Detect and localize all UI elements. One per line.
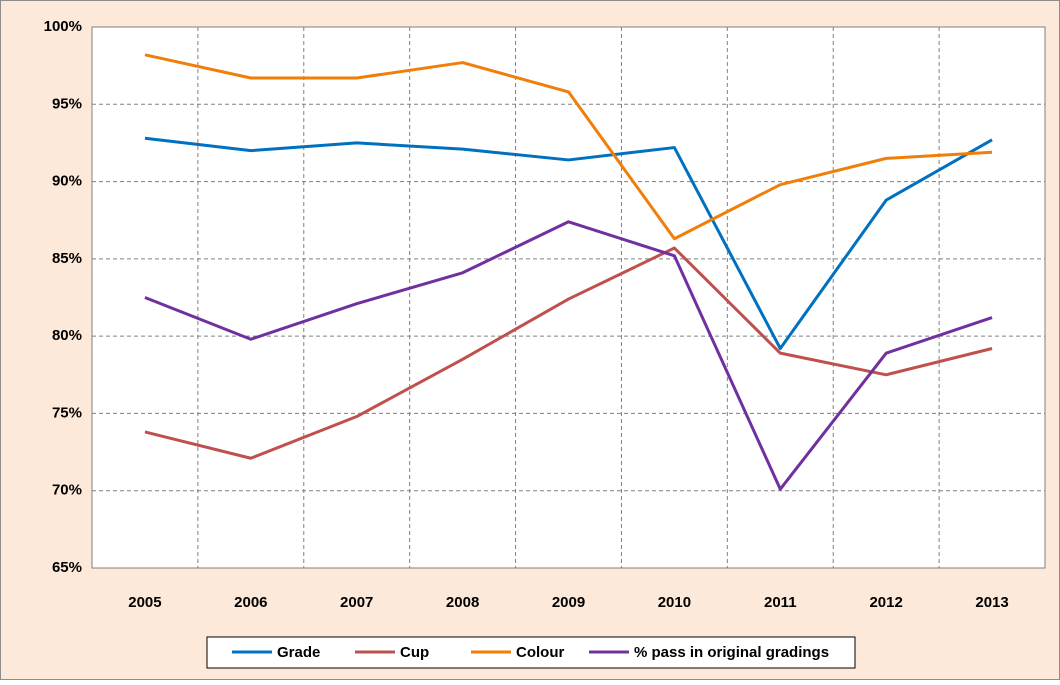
y-tick-label: 95%	[52, 95, 82, 112]
x-tick-label: 2005	[128, 594, 161, 611]
x-tick-label: 2009	[552, 594, 585, 611]
x-tick-label: 2012	[869, 594, 902, 611]
x-tick-label: 2007	[340, 594, 373, 611]
legend-label: Colour	[516, 644, 564, 661]
y-tick-label: 80%	[52, 327, 82, 344]
y-tick-label: 85%	[52, 250, 82, 267]
y-tick-label: 65%	[52, 559, 82, 576]
series-line	[144, 246, 993, 460]
y-tick-label: 90%	[52, 173, 82, 190]
x-tick-label: 2010	[658, 594, 691, 611]
series-line	[144, 136, 993, 351]
legend-label: Grade	[277, 644, 320, 661]
x-tick-label: 2013	[975, 594, 1008, 611]
x-tick-label: 2008	[446, 594, 479, 611]
series-line	[144, 53, 993, 241]
y-tick-label: 75%	[52, 404, 82, 421]
x-tick-label: 2006	[234, 594, 267, 611]
legend-label: Cup	[400, 644, 429, 661]
series-line	[144, 220, 993, 491]
x-tick-label: 2011	[764, 594, 797, 611]
y-tick-label: 70%	[52, 482, 82, 499]
legend-box	[206, 636, 856, 669]
legend-label: % pass in original gradings	[634, 644, 829, 661]
y-tick-label: 100%	[44, 18, 82, 35]
